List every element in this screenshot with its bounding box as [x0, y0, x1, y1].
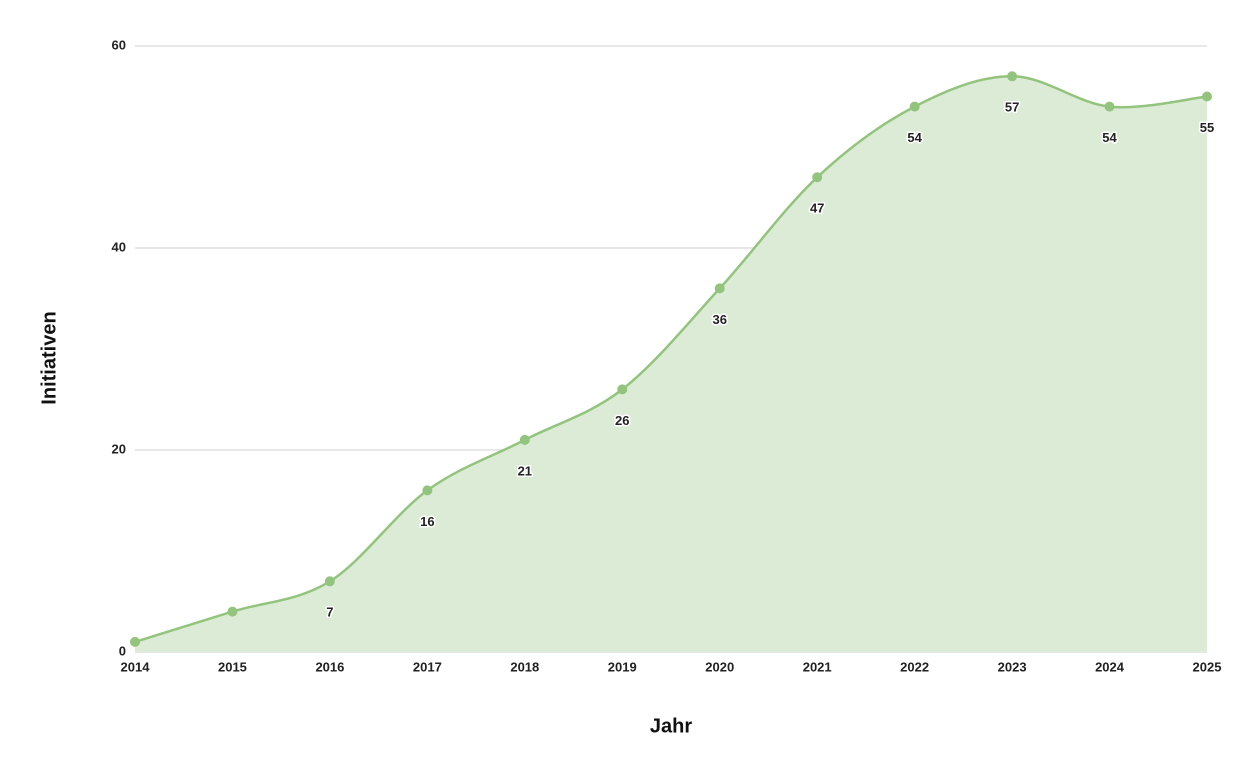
data-point: [714, 283, 725, 294]
data-point: [227, 606, 238, 617]
data-label: 36: [712, 312, 726, 327]
x-tick-label: 2022: [900, 659, 929, 674]
x-tick-label: 2024: [1095, 659, 1125, 674]
data-point: [519, 434, 530, 445]
data-point: [1007, 71, 1018, 82]
data-label: 55: [1200, 120, 1214, 135]
y-tick-label: 60: [112, 37, 126, 52]
data-label: 54: [907, 130, 922, 145]
x-tick-label: 2025: [1193, 659, 1222, 674]
x-tick-label: 2015: [218, 659, 247, 674]
data-point: [324, 576, 335, 587]
data-point: [812, 172, 823, 183]
data-label: 16: [420, 514, 434, 529]
data-label: 47: [810, 201, 824, 216]
data-label: 54: [1102, 130, 1117, 145]
data-point: [422, 485, 433, 496]
y-tick-label: 0: [119, 643, 126, 658]
data-label: 21: [518, 463, 532, 478]
data-label: 26: [615, 413, 629, 428]
x-tick-label: 2021: [803, 659, 832, 674]
x-tick-label: 2014: [121, 659, 151, 674]
y-tick-label: 40: [112, 239, 126, 254]
area-fill: [135, 76, 1207, 653]
x-tick-label: 2017: [413, 659, 442, 674]
data-point: [130, 636, 140, 647]
x-tick-label: 2023: [998, 659, 1027, 674]
y-axis-title: Initiativen: [38, 311, 60, 404]
x-tick-label: 2019: [608, 659, 637, 674]
x-tick-label: 2020: [705, 659, 734, 674]
data-point: [1104, 101, 1115, 112]
data-point: [909, 101, 920, 112]
x-axis-title: Jahr: [650, 715, 692, 737]
data-point: [617, 384, 628, 395]
x-tick-label: 2018: [510, 659, 539, 674]
data-label: 7: [326, 605, 333, 620]
x-tick-label: 2016: [315, 659, 344, 674]
y-tick-label: 20: [112, 441, 126, 456]
data-point: [1202, 91, 1212, 102]
data-label: 57: [1005, 100, 1019, 115]
